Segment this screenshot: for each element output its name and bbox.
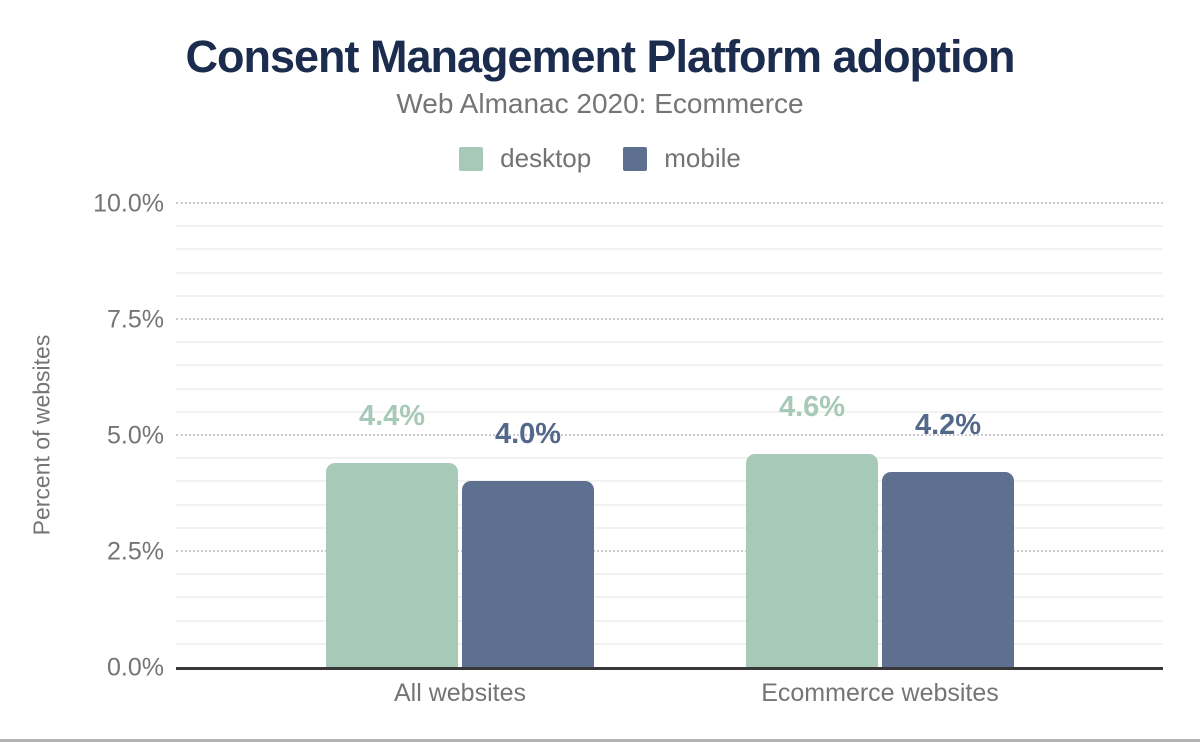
gridline-minor: [176, 410, 1163, 413]
y-tick-label: 2.5%: [107, 537, 164, 566]
mobile-swatch-icon: [623, 146, 648, 171]
chart-title: Consent Management Platform adoption: [185, 31, 1015, 82]
gridline-major: [176, 202, 1163, 204]
gridline-major: [176, 550, 1163, 552]
bar-mobile-0: [462, 481, 594, 667]
desktop-swatch-icon: [459, 146, 484, 171]
gridline-minor: [176, 248, 1163, 251]
bar-desktop-0: [326, 463, 458, 667]
legend-item-mobile: mobile: [623, 143, 741, 174]
gridline-minor: [176, 457, 1163, 460]
gridline-minor: [176, 225, 1163, 228]
gridline-minor: [176, 294, 1163, 297]
x-category-label: Ecommerce websites: [761, 679, 999, 707]
gridline-major: [176, 318, 1163, 320]
y-tick-label: 7.5%: [107, 305, 164, 334]
chart-subtitle: Web Almanac 2020: Ecommerce: [396, 88, 804, 119]
bar-value-label-desktop-0: 4.4%: [358, 400, 426, 432]
legend-label-mobile: mobile: [664, 143, 741, 173]
y-axis-title: Percent of websites: [28, 334, 55, 536]
gridline-minor: [176, 526, 1163, 529]
gridline-minor: [176, 642, 1163, 645]
gridline-minor: [176, 573, 1163, 576]
y-tick-label: 0.0%: [107, 653, 164, 682]
gridline-minor: [176, 387, 1163, 390]
gridline-minor: [176, 503, 1163, 506]
bar-value-label-desktop-1: 4.6%: [778, 391, 846, 423]
bar-desktop-1: [746, 454, 878, 667]
bar-mobile-1: [882, 472, 1014, 667]
gridline-minor: [176, 596, 1163, 599]
chart-legend: desktop mobile: [0, 143, 1200, 174]
gridline-minor: [176, 271, 1163, 274]
gridline-minor: [176, 341, 1163, 344]
y-tick-label: 5.0%: [107, 421, 164, 450]
bar-value-label-mobile-1: 4.2%: [914, 409, 982, 441]
legend-label-desktop: desktop: [500, 143, 592, 173]
x-category-label: All websites: [394, 679, 526, 707]
legend-item-desktop: desktop: [459, 143, 591, 174]
gridline-major: [176, 434, 1163, 436]
bar-value-label-mobile-0: 4.0%: [494, 418, 562, 450]
gridline-minor: [176, 364, 1163, 367]
gridline-minor: [176, 480, 1163, 483]
gridline-minor: [176, 619, 1163, 622]
x-axis-line: [176, 667, 1163, 670]
y-tick-label: 10.0%: [93, 189, 164, 218]
